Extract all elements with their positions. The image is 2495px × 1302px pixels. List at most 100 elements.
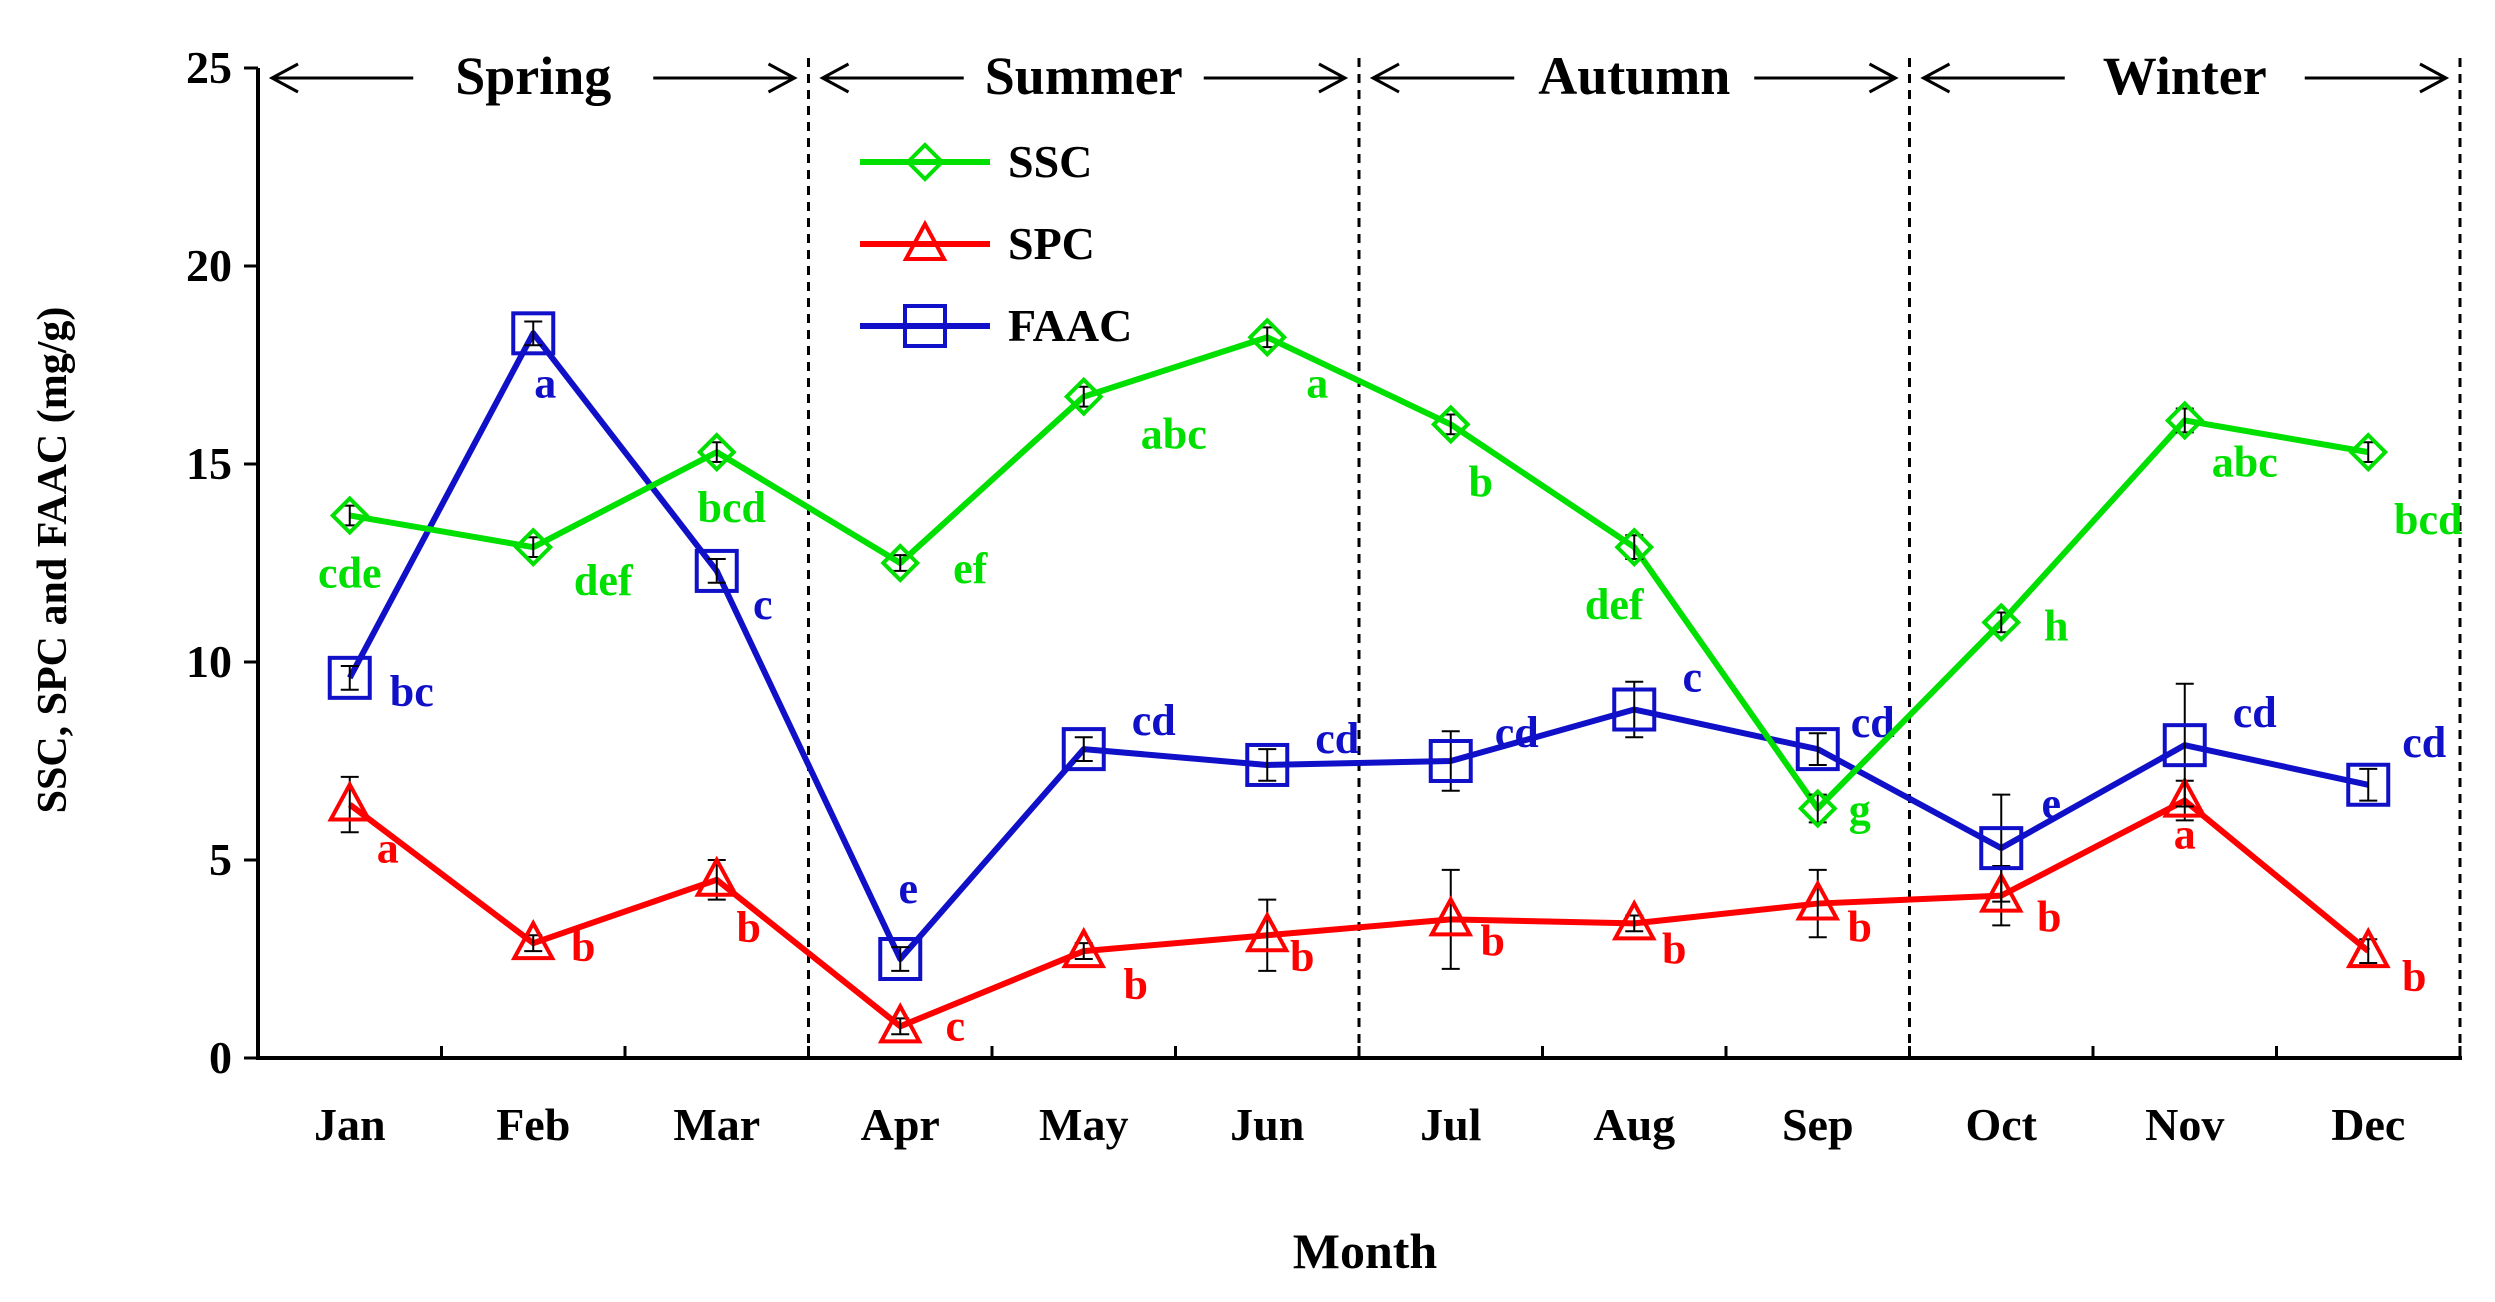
- y-axis-title: SSC, SPC and FAAC (mg/g): [30, 307, 76, 814]
- faac-point: [1245, 742, 1290, 787]
- x-tick-label: Sep: [1782, 1099, 1854, 1150]
- spc-letter-label: b: [1481, 916, 1505, 965]
- legend: SSC SPC FAAC: [860, 136, 1132, 351]
- faac-letter-label: cd: [2402, 718, 2446, 767]
- y-tick-label: 15: [186, 438, 232, 489]
- x-axis-title: Month: [1293, 1223, 1438, 1279]
- faac-letter-label: e: [898, 864, 918, 913]
- ssc-letter-label: cde: [318, 548, 382, 597]
- y-tick-label: 10: [186, 636, 232, 687]
- spc-point: [877, 1002, 923, 1044]
- x-tick-label: Jan: [314, 1099, 386, 1150]
- faac-letter-label: cd: [1132, 696, 1176, 745]
- legend-marker-spc: [902, 219, 948, 261]
- season-arrowhead-left: [819, 62, 850, 94]
- season-arrowhead-right: [2419, 62, 2450, 94]
- spc-point: [327, 780, 373, 822]
- ssc-letter-label: def: [1585, 580, 1645, 629]
- y-ticks: 0 5 10 15 20 25: [186, 42, 258, 1083]
- spc-letter-label: a: [377, 824, 399, 873]
- ssc-point: [696, 432, 737, 472]
- faac-point: [511, 311, 556, 356]
- ssc-point: [1797, 788, 1838, 829]
- ssc-letter-label: ef: [953, 544, 989, 593]
- series-spc: a b b c b b b b b b a b: [327, 775, 2426, 1050]
- ssc-point: [1063, 376, 1104, 417]
- ssc-letter-label: b: [1469, 457, 1493, 506]
- spc-point: [1795, 879, 1841, 921]
- spc-letter-label: b: [1848, 903, 1872, 952]
- ssc-line: [349, 334, 2369, 812]
- faac-point: [1061, 727, 1106, 772]
- season-label: Summer: [985, 46, 1183, 106]
- spc-point: [1428, 895, 1474, 937]
- faac-letter-label: cd: [1315, 714, 1359, 763]
- season-arrowhead-left: [268, 62, 299, 94]
- ssc-letter-label: def: [574, 556, 634, 605]
- ssc-point: [2348, 432, 2389, 472]
- spc-point: [510, 918, 556, 961]
- faac-letter-label: e: [2041, 779, 2061, 828]
- faac-point: [878, 937, 923, 981]
- season-arrowhead-right: [1868, 62, 1899, 94]
- faac-letter-label: cd: [1495, 708, 1539, 757]
- legend-label-ssc: SSC: [1008, 136, 1092, 187]
- faac-point: [694, 548, 739, 593]
- ssc-point: [1981, 602, 2022, 643]
- season-label: Autumn: [1538, 46, 1730, 106]
- x-tick-label: Aug: [1593, 1099, 1675, 1150]
- spc-line: [347, 797, 2371, 1030]
- ssc-letter-label: h: [2044, 601, 2068, 650]
- legend-marker-faac: [903, 304, 947, 348]
- ssc-point: [513, 527, 554, 567]
- ssc-point: [880, 543, 921, 583]
- spc-letter-label: b: [1662, 924, 1686, 973]
- x-ticks: Jan Feb Mar Apr May Jun Jul Aug Sep Oct Nov Dec: [314, 1046, 2462, 1150]
- x-tick-label: Feb: [496, 1099, 570, 1150]
- season-arrowhead-right: [1318, 62, 1349, 94]
- x-tick-label: Jun: [1230, 1099, 1304, 1150]
- legend-label-faac: FAAC: [1008, 300, 1132, 351]
- spc-point: [694, 855, 740, 897]
- legend-label-spc: SPC: [1008, 218, 1095, 269]
- faac-letter-label: a: [534, 358, 556, 407]
- spc-letter-label: c: [945, 1001, 965, 1050]
- faac-letter-label: bc: [390, 667, 434, 716]
- spc-letter-label: b: [737, 903, 761, 952]
- ssc-letter-label: a: [1306, 358, 1328, 407]
- ssc-point: [1247, 317, 1288, 358]
- faac-point: [2162, 723, 2207, 768]
- x-tick-label: Nov: [2145, 1099, 2224, 1150]
- ssc-point: [2164, 400, 2205, 441]
- x-tick-label: May: [1039, 1099, 1128, 1150]
- ssc-letter-label: bcd: [698, 483, 766, 532]
- y-tick-label: 25: [186, 42, 232, 93]
- ssc-letter-label: abc: [2212, 437, 2278, 486]
- faac-point: [1428, 739, 1473, 783]
- ssc-letter-label: abc: [1141, 410, 1207, 459]
- spc-letter-label: b: [1290, 932, 1314, 981]
- spc-point: [1061, 926, 1107, 969]
- season-arrowhead-left: [1369, 62, 1400, 94]
- ssc-letter-label: bcd: [2394, 495, 2462, 544]
- spc-letter-label: b: [1124, 960, 1148, 1009]
- spc-point: [1611, 899, 1657, 941]
- y-tick-label: 5: [209, 834, 232, 885]
- faac-point: [1795, 727, 1840, 772]
- season-label: Spring: [455, 46, 611, 106]
- legend-marker-ssc: [905, 142, 945, 182]
- season-dividers: [807, 58, 2462, 1058]
- ssc-point: [1614, 527, 1655, 567]
- spc-point: [1978, 871, 2024, 913]
- x-tick-label: Oct: [1965, 1099, 2037, 1150]
- spc-letter-label: a: [2174, 810, 2196, 859]
- season-arrowhead-right: [767, 62, 798, 94]
- spc-point: [2345, 926, 2391, 969]
- ssc-letter-label: g: [1849, 786, 1871, 835]
- faac-letter-label: c: [1682, 653, 1702, 702]
- y-tick-label: 0: [209, 1032, 232, 1083]
